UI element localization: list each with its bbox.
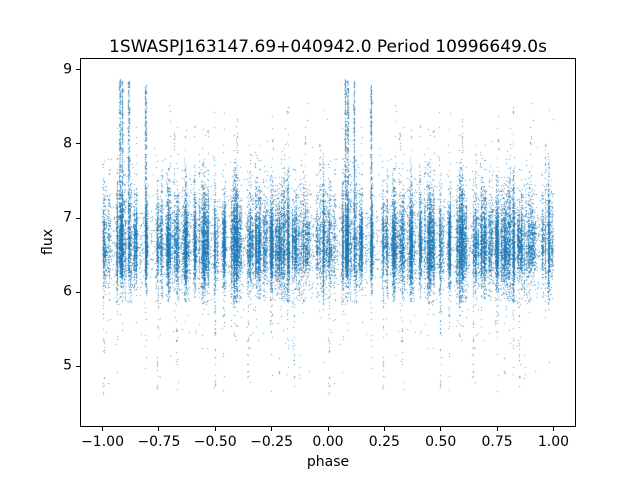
y-tick-mark xyxy=(76,69,80,71)
x-tick-mark xyxy=(383,427,385,431)
y-tick-label: 5 xyxy=(63,357,72,374)
x-axis-label: phase xyxy=(306,454,350,470)
x-tick-label: 1.00 xyxy=(537,434,570,450)
x-tick-label: 0.50 xyxy=(425,434,457,450)
x-tick-mark xyxy=(440,427,442,431)
x-tick-mark xyxy=(271,427,273,431)
x-tick-mark xyxy=(158,427,160,431)
y-tick-mark xyxy=(76,143,80,145)
y-tick-label: 6 xyxy=(63,283,72,300)
scatter-canvas xyxy=(80,58,576,427)
x-tick-label: −0.25 xyxy=(250,434,294,450)
y-tick-label: 8 xyxy=(63,135,72,152)
x-tick-label: 0.75 xyxy=(481,434,513,450)
x-tick-mark xyxy=(552,427,554,431)
x-tick-label: 0.00 xyxy=(312,434,344,450)
x-tick-mark xyxy=(214,427,216,431)
chart-title: 1SWASPJ163147.69+040942.0 Period 1099664… xyxy=(109,37,547,57)
x-tick-label: −0.75 xyxy=(137,434,181,450)
y-tick-label: 9 xyxy=(63,61,72,78)
x-tick-label: 0.25 xyxy=(368,434,400,450)
y-axis-label: flux xyxy=(40,229,56,255)
x-tick-label: −1.00 xyxy=(81,434,124,450)
x-tick-label: −0.50 xyxy=(193,434,237,450)
y-tick-mark xyxy=(76,365,80,367)
x-tick-mark xyxy=(496,427,498,431)
x-tick-mark xyxy=(102,427,104,431)
y-tick-mark xyxy=(76,217,80,219)
y-tick-label: 7 xyxy=(63,209,72,226)
y-tick-mark xyxy=(76,291,80,293)
x-tick-mark xyxy=(327,427,329,431)
